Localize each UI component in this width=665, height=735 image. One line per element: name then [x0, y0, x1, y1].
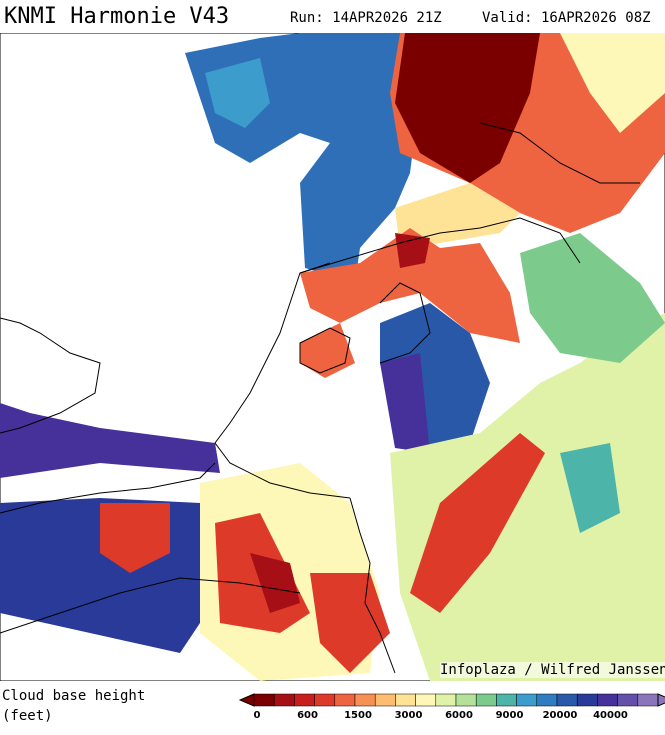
- cloud-area: [0, 403, 220, 478]
- cloud-area: [250, 553, 300, 613]
- coastline: [299, 327, 351, 374]
- border: [0, 577, 301, 634]
- colorbar-segment: [253, 693, 275, 707]
- coastline: [0, 462, 216, 514]
- cloud-area: [560, 33, 665, 133]
- colorbar-label: 6000: [445, 710, 473, 721]
- cloud-area: [410, 433, 545, 613]
- colorbar-segment: [576, 693, 598, 707]
- cloud-area: [310, 573, 390, 673]
- colorbar-label: 0: [254, 710, 261, 721]
- coastline: [299, 217, 581, 274]
- colorbar-segment: [415, 693, 437, 707]
- colorbar-segment: [435, 693, 457, 707]
- coastlines: [0, 122, 640, 674]
- colorbar-label: 20000: [543, 710, 578, 721]
- credit: Infoplaza / Wilfred Janssen: [440, 662, 665, 678]
- colorbar-segment: [516, 693, 538, 707]
- colorbar-segment: [556, 693, 578, 707]
- coastline: [479, 122, 640, 184]
- run-time: Run: 14APR2026 21Z: [290, 10, 442, 26]
- colorbar-segment: [475, 693, 497, 707]
- cloud-area: [100, 503, 170, 573]
- cloud-area: [395, 183, 520, 248]
- colorbar-segment: [455, 693, 477, 707]
- colorbar-segment: [273, 693, 295, 707]
- cloud-area: [380, 353, 430, 453]
- cloud-area: [560, 443, 620, 533]
- colorbar-segment: [294, 693, 315, 707]
- colorbar: 0 600 1500 3000 6000 9000 20000 40000: [238, 693, 665, 721]
- coastline: [214, 262, 351, 499]
- colorbar-segment: [314, 693, 336, 707]
- cloud-area: [205, 58, 270, 128]
- valid-time: Valid: 16APR2026 08Z: [482, 10, 651, 26]
- border: [349, 497, 396, 674]
- colorbar-segment: [536, 693, 558, 707]
- colorbar-label: 1500: [344, 710, 372, 721]
- cloud-area: [520, 233, 665, 363]
- colorbar-segment: [496, 693, 517, 707]
- colorbar-segment: [637, 693, 659, 707]
- map: [0, 33, 665, 681]
- cloud-area: [395, 33, 540, 183]
- title: KNMI Harmonie V43: [4, 4, 230, 29]
- cloud-fields: [0, 33, 665, 681]
- colorbar-arrow: [238, 693, 255, 707]
- border: [379, 282, 431, 364]
- colorbar-label: 40000: [593, 710, 628, 721]
- colorbar-arrow: [657, 693, 665, 707]
- colorbar-label: 3000: [395, 710, 423, 721]
- colorbar-label: 600: [297, 710, 318, 721]
- legend-title: Cloud base height (feet): [2, 688, 146, 724]
- coastline: [0, 317, 101, 434]
- cloud-area: [395, 233, 430, 268]
- colorbar-segment: [617, 693, 639, 707]
- colorbar-segment: [597, 693, 618, 707]
- colorbar-segment: [395, 693, 416, 707]
- colorbar-segment: [354, 693, 376, 707]
- colorbar-segment: [374, 693, 396, 707]
- cloud-area: [300, 228, 520, 343]
- colorbar-label: 9000: [496, 710, 524, 721]
- colorbar-segment: [334, 693, 356, 707]
